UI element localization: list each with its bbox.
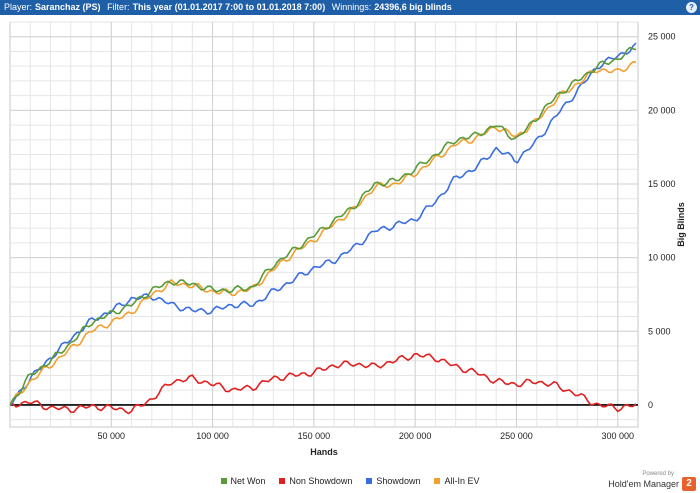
x-tick-label: 150 000 <box>298 431 331 441</box>
filter-label: Filter: <box>107 2 130 12</box>
branding: Powered by Hold'em Manager 2 <box>608 471 696 491</box>
y-tick-label: 10 000 <box>648 253 676 263</box>
x-tick-label: 250 000 <box>500 431 533 441</box>
player-name: Saranchaz (PS) <box>35 2 101 12</box>
hem2-logo-icon: 2 <box>682 477 696 491</box>
legend-item[interactable]: Net Won <box>220 476 266 486</box>
brand-name: Hold'em Manager <box>608 479 679 489</box>
legend-swatch <box>434 478 441 484</box>
y-tick-label: 0 <box>648 400 653 410</box>
series-line-non-showdown <box>9 352 637 415</box>
series-line-showdown <box>9 42 637 406</box>
powered-by-text: Powered by <box>642 471 674 477</box>
y-tick-label: 25 000 <box>648 32 676 42</box>
legend-label: Showdown <box>376 476 421 486</box>
winnings-chart: 50 000 100 000 150 000 200 000 250 000 300 00… <box>9 21 686 457</box>
y-tick-label: 15 000 <box>648 179 676 189</box>
plot-area <box>9 21 639 428</box>
legend-item[interactable]: Showdown <box>366 476 420 486</box>
series-line-net-won <box>9 46 637 406</box>
y-tick-label: 5 000 <box>648 326 671 336</box>
winnings-value: 24396,6 big blinds <box>374 2 452 12</box>
series-line-all-in-ev <box>9 61 637 406</box>
legend-item[interactable]: Non Showdown <box>279 476 352 486</box>
x-tick-label: 50 000 <box>98 431 126 441</box>
legend-item[interactable]: All-In EV <box>434 476 479 486</box>
legend-swatch <box>279 478 286 484</box>
chart-legend: Net Won Non Showdown Showdown All-In EV <box>0 476 700 486</box>
legend-swatch <box>220 478 227 484</box>
x-tick-label: 300 000 <box>601 431 634 441</box>
filter-value: This year (01.01.2017 7:00 to 01.01.2018… <box>132 2 326 12</box>
report-header: Player: Saranchaz (PS) Filter: This year (… <box>0 0 700 15</box>
legend-label: Net Won <box>230 476 266 486</box>
legend-label: Non Showdown <box>289 476 353 486</box>
legend-swatch <box>366 478 373 484</box>
player-label: Player: <box>4 2 33 12</box>
winnings-label: Winnings: <box>331 2 372 12</box>
x-axis-title: Hands <box>310 447 338 457</box>
x-tick-label: 100 000 <box>196 431 229 441</box>
y-tick-label: 20 000 <box>648 105 676 115</box>
legend-label: All-In EV <box>444 476 480 486</box>
y-axis-title: Big Blinds <box>676 202 686 247</box>
x-tick-label: 200 000 <box>399 431 432 441</box>
help-icon[interactable]: ? <box>686 2 697 13</box>
